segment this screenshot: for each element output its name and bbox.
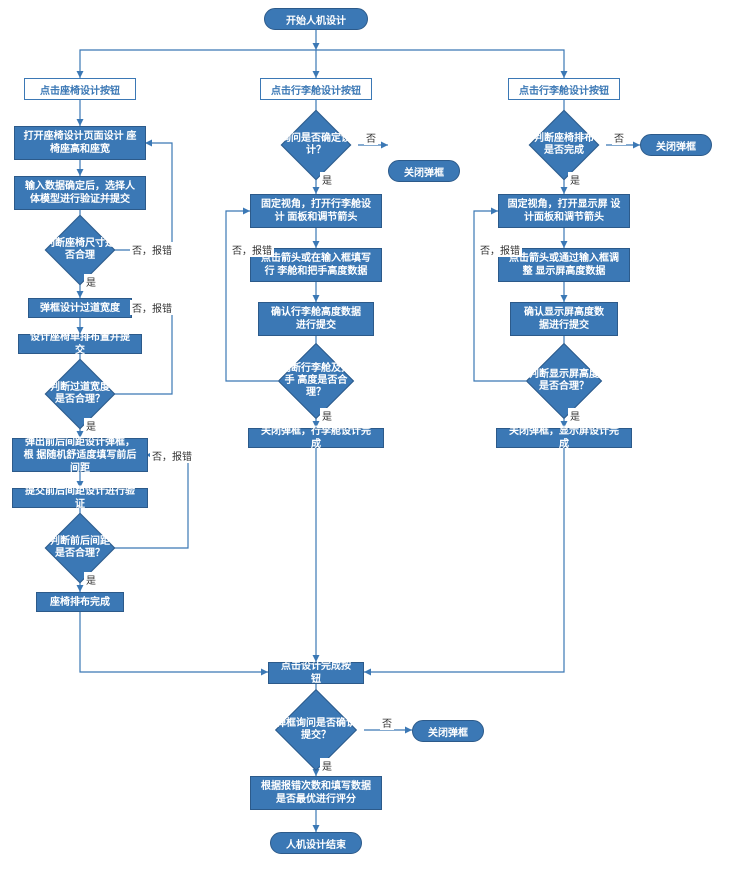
disp-done: 关闭弹框，显示屏设计完成 [496,428,632,448]
seat-input: 输入数据确定后，选择人 体模型进行验证并提交 [14,176,146,210]
seat-pitch: 弹出前后间距设计弹框，根 据随机舒适度填写前后间距 [12,438,148,472]
lbl-seat-d1-no: 否，报错 [130,242,174,257]
lbl-seat-d2-yes: 是 [84,418,98,433]
lbl-seat-d2-no: 否，报错 [130,300,174,315]
lbl-lug-no: 否，报错 [230,242,274,257]
seat-d2: 判断过道宽度 是否合理？ [55,369,105,419]
lbl-ask-no: 否 [364,130,378,145]
lug-confirm: 确认行李舱高度数据 进行提交 [258,302,374,336]
score: 根据报错次数和填写数据 是否最优进行评分 [250,776,382,810]
ask-luggage: 询问是否确定设计？ [291,120,341,170]
lbl-ask-yes: 是 [320,172,334,187]
lug-fix: 固定视角，打开行李舱设计 面板和调节箭头 [250,194,382,228]
btn-seat: 点击座椅设计按钮 [24,78,136,100]
lbl-lug-yes: 是 [320,408,334,423]
seat-pitch-submit: 提交前后间距设计进行验证 [12,488,148,508]
seat-done: 座椅排布完成 [36,592,124,612]
seat-d1: 判断座椅尺寸是否合理 [55,225,105,275]
lbl-disp0-yes: 是 [568,172,582,187]
lbl-disp0-no: 否 [612,130,626,145]
start-node: 开始人机设计 [264,8,368,30]
disp-fix: 固定视角，打开显示屏 设计面板和调节箭头 [498,194,630,228]
close3: 关闭弹框 [412,720,484,742]
disp-d0: 判断座椅排布 是否完成 [539,120,589,170]
lbl-disp-yes: 是 [568,408,582,423]
complete-btn: 点击设计完成按钮 [268,662,364,684]
seat-submit-layout: 设计座椅单排布置并提交 [18,334,142,354]
disp-confirm: 确认显示屏高度数 据进行提交 [510,302,618,336]
lbl-submit-no: 否 [380,715,394,730]
btn-display: 点击行李舱设计按钮 [508,78,620,100]
close1: 关闭弹框 [388,160,460,182]
lbl-seat-d3-yes: 是 [84,572,98,587]
disp-d: 判断显示屏高度 是否合理？ [537,354,591,408]
d-submit: 弹框询问是否确认提交？ [287,701,345,759]
lbl-disp-no: 否，报错 [478,242,522,257]
btn-luggage: 点击行李舱设计按钮 [260,78,372,100]
lug-done: 关闭弹框，行李舱设计完成 [248,428,384,448]
lbl-submit-yes: 是 [320,758,334,773]
seat-open: 打开座椅设计页面设计 座椅座高和座宽 [14,126,146,160]
lbl-seat-d1-yes: 是 [84,274,98,289]
seat-aisle: 弹框设计过道宽度 [28,298,132,318]
lug-d: 判断行李舱及把手 高度是否合理？ [289,354,343,408]
close2: 关闭弹框 [640,134,712,156]
seat-d3: 判断前后间距 是否合理？ [55,523,105,573]
end-node: 人机设计结束 [270,832,362,854]
lbl-seat-d3-no: 否，报错 [150,448,194,463]
